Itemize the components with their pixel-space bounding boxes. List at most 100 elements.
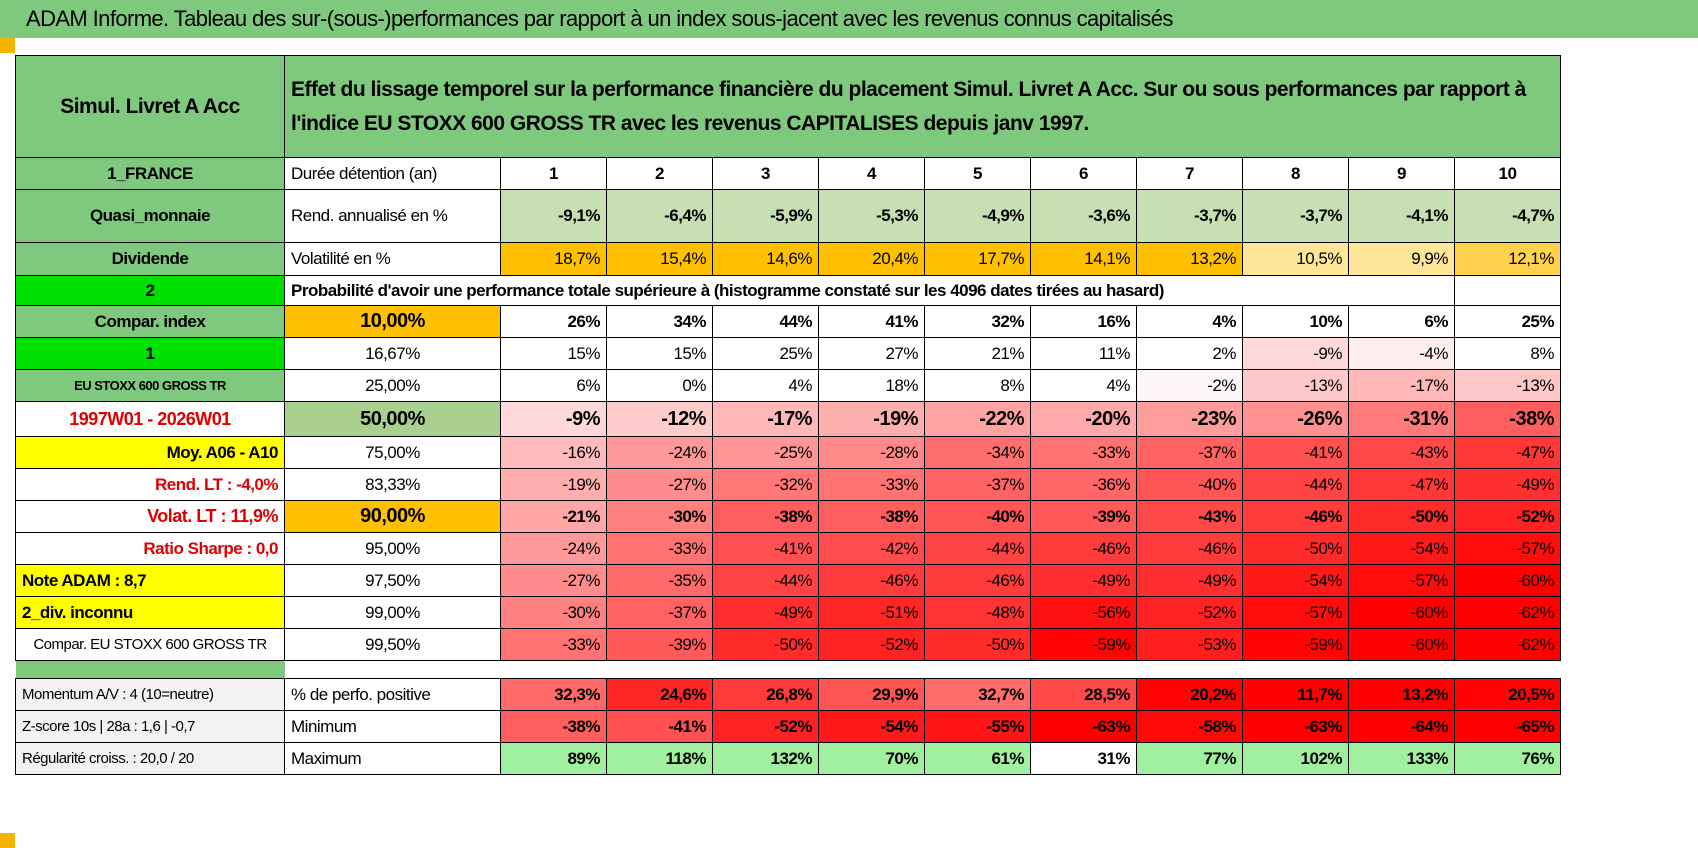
volatility-value: 17,7% <box>924 242 1031 276</box>
table-row: Compar. index 10,00% 26% 34% 44% 41% 32% 16% 4% 1… <box>15 305 1561 338</box>
percentile-value: 4% <box>712 369 819 402</box>
stat-value: -64% <box>1348 710 1455 743</box>
percentile-value: 25% <box>712 337 819 370</box>
percentile-value: -60% <box>1348 628 1455 661</box>
corner-marker <box>0 38 15 53</box>
volatility-value: 14,1% <box>1030 242 1137 276</box>
percentile-value: 32% <box>924 305 1031 338</box>
percentile-value: -56% <box>1030 596 1137 629</box>
stat-label: % de perfo. positive <box>284 678 501 711</box>
stat-info-label: Régularité croiss. : 20,0 / 20 <box>15 742 285 775</box>
left-info-label: 2_div. inconnu <box>15 596 285 629</box>
percentile-value: -16% <box>500 436 607 469</box>
stat-value: 11,7% <box>1242 678 1349 711</box>
threshold-percentile: 99,50% <box>284 628 501 661</box>
volatility-value: 10,5% <box>1242 242 1349 276</box>
percentile-value: 6% <box>500 369 607 402</box>
stat-value: 20,2% <box>1136 678 1243 711</box>
percentile-value: -49% <box>1454 468 1561 501</box>
percentile-value: -40% <box>1136 468 1243 501</box>
left-info-label: Compar. index <box>15 305 285 338</box>
percentile-value: -24% <box>500 532 607 565</box>
duration-header: 6 <box>1030 157 1137 190</box>
annual-return-value: -3,6% <box>1030 189 1137 243</box>
percentile-value: -39% <box>606 628 713 661</box>
table-row: Quasi_monnaie Rend. annualisé en % -9,1% -6… <box>15 189 1561 243</box>
left-info-label: Note ADAM : 8,7 <box>15 564 285 597</box>
percentile-value: -50% <box>712 628 819 661</box>
percentile-value: -49% <box>712 596 819 629</box>
percentile-value: 15% <box>500 337 607 370</box>
percentile-value: -12% <box>606 401 713 437</box>
stat-value: 31% <box>1030 742 1137 775</box>
left-info-label: Compar. EU STOXX 600 GROSS TR <box>15 628 285 661</box>
percentile-value: 34% <box>606 305 713 338</box>
percentile-value: -54% <box>1348 532 1455 565</box>
percentile-value: -49% <box>1030 564 1137 597</box>
table-row: Régularité croiss. : 20,0 / 20 Maximum 89%… <box>15 742 1561 775</box>
threshold-percentile: 25,00% <box>284 369 501 402</box>
percentile-value: -39% <box>1030 500 1137 533</box>
stat-value: 29,9% <box>818 678 925 711</box>
percentile-value: -50% <box>1242 532 1349 565</box>
percentile-value: -33% <box>818 468 925 501</box>
table-row: Momentum A/V : 4 (10=neutre)% de perfo. … <box>15 678 1561 711</box>
table-row: Z-score 10s | 28a : 1,6 | -0,7 Minimum -38… <box>15 710 1561 743</box>
percentile-value: -4% <box>1348 337 1455 370</box>
percentile-value: -50% <box>924 628 1031 661</box>
percentile-value: -62% <box>1454 628 1561 661</box>
percentile-value: -32% <box>712 468 819 501</box>
threshold-percentile: 16,67% <box>284 337 501 370</box>
table-row: 2_div. inconnu 99,00% -30% -37% -49% -51% -48%… <box>15 596 1561 629</box>
percentile-value: 6% <box>1348 305 1455 338</box>
percentile-value: 26% <box>500 305 607 338</box>
percentile-value: -44% <box>924 532 1031 565</box>
percentile-value: 16% <box>1030 305 1137 338</box>
stat-value: -55% <box>924 710 1031 743</box>
percentile-value: -52% <box>1136 596 1243 629</box>
percentile-value: -38% <box>1454 401 1561 437</box>
percentile-value: -27% <box>606 468 713 501</box>
stat-value: 89% <box>500 742 607 775</box>
percentile-value: -42% <box>818 532 925 565</box>
percentile-value: 41% <box>818 305 925 338</box>
stat-label: Maximum <box>284 742 501 775</box>
table-row: Dividende Volatilité en % 18,7% 15,4% 14,6% 2… <box>15 242 1561 276</box>
percentile-value: -33% <box>1030 436 1137 469</box>
percentile-value: -49% <box>1136 564 1243 597</box>
percentile-value: -46% <box>924 564 1031 597</box>
percentile-value: -52% <box>818 628 925 661</box>
percentile-value: -26% <box>1242 401 1349 437</box>
stat-value: -58% <box>1136 710 1243 743</box>
percentile-value: -44% <box>712 564 819 597</box>
duration-header: 9 <box>1348 157 1455 190</box>
percentile-value: -23% <box>1136 401 1243 437</box>
duration-header: 3 <box>712 157 819 190</box>
annual-return-value: -4,1% <box>1348 189 1455 243</box>
percentile-value: -47% <box>1454 436 1561 469</box>
volatility-value: 14,6% <box>712 242 819 276</box>
table-row: Note ADAM : 8,7 97,50% -27% -35% -44% -46% -46… <box>15 564 1561 597</box>
stat-value: 32,7% <box>924 678 1031 711</box>
empty-cell <box>1454 275 1561 306</box>
threshold-percentile: 50,00% <box>284 401 501 437</box>
threshold-percentile: 97,50% <box>284 564 501 597</box>
percentile-value: -9% <box>1242 337 1349 370</box>
percentile-value: -57% <box>1242 596 1349 629</box>
stat-value: -38% <box>500 710 607 743</box>
percentile-value: -34% <box>924 436 1031 469</box>
percentile-value: -48% <box>924 596 1031 629</box>
percentile-value: -54% <box>1242 564 1349 597</box>
stat-value: 26,8% <box>712 678 819 711</box>
annual-return-value: -4,7% <box>1454 189 1561 243</box>
percentile-value: 4% <box>1136 305 1243 338</box>
percentile-value: -57% <box>1348 564 1455 597</box>
percentile-value: -31% <box>1348 401 1455 437</box>
threshold-percentile: 90,00% <box>284 500 501 533</box>
fund-name: Simul. Livret A Acc <box>15 55 285 158</box>
volatility-value: 12,1% <box>1454 242 1561 276</box>
volatility-value: 20,4% <box>818 242 925 276</box>
percentile-value: -36% <box>1030 468 1137 501</box>
stat-value: -63% <box>1242 710 1349 743</box>
table-row: Moy. A06 - A10 75,00% -16% -24% -25% -28% -34%… <box>15 436 1561 469</box>
